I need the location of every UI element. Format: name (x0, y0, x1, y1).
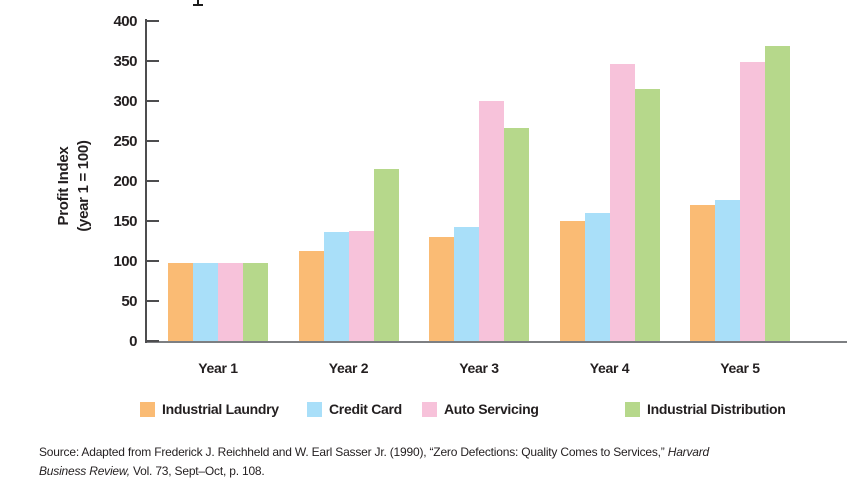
bar (454, 227, 479, 343)
y-tick (145, 260, 159, 262)
legend-label: Industrial Distribution (647, 401, 786, 417)
bar (634, 89, 660, 343)
x-tick-labels: Year 1 Year 2 Year 3 Year 4 Year 5 (147, 360, 847, 376)
bar (504, 128, 529, 343)
y-tick-label: 350 (113, 53, 137, 70)
y-tick (145, 220, 159, 222)
bars-layer (147, 19, 847, 343)
cropped-glyph-bar (193, 4, 203, 6)
y-tick (145, 180, 159, 182)
y-tick-label: 150 (113, 213, 137, 230)
legend-item: Credit Card (307, 401, 402, 417)
bar-group (429, 101, 529, 343)
bar (715, 200, 740, 343)
bar (218, 263, 243, 343)
y-tick-label: 200 (113, 173, 137, 190)
bar (323, 232, 349, 343)
source-line2-text: Vol. 73, Sept–Oct, p. 108. (129, 464, 265, 479)
source-line1-italic: Harvard (667, 445, 710, 459)
legend-label: Credit Card (329, 401, 402, 417)
bar (690, 205, 715, 343)
x-tick-label: Year 4 (589, 360, 630, 376)
cropped-text-artifact (193, 0, 203, 6)
y-tick-label: 0 (129, 333, 137, 350)
y-tick-label: 250 (113, 133, 137, 150)
x-tick-label: Year 2 (328, 360, 369, 376)
legend-label: Industrial Laundry (162, 401, 279, 417)
bar (740, 61, 765, 343)
legend-item: Industrial Distribution (625, 401, 786, 417)
plot-area: 0 50 100 150 200 250 300 350 400 (113, 14, 847, 349)
source-line-2: Business Review, Vol. 73, Sept–Oct, p. 1… (39, 462, 839, 481)
legend-item: Industrial Laundry (140, 401, 279, 417)
legend: Industrial Laundry Credit Card Auto Servic… (0, 401, 847, 419)
y-tick (145, 140, 159, 142)
y-tick (145, 340, 159, 342)
bar (298, 251, 324, 343)
y-tick-label: 100 (113, 253, 137, 270)
bar-group (298, 169, 399, 343)
bar-group (168, 263, 268, 343)
y-tick-label: 400 (113, 13, 137, 30)
bar (348, 231, 374, 343)
y-axis-title-line1: Profit Index (55, 146, 72, 226)
legend-swatch (307, 401, 322, 417)
source-note: Source: Adapted from Frederick J. Reichh… (39, 443, 839, 481)
bar (609, 64, 635, 343)
bar (193, 263, 218, 343)
x-tick-label: Year 1 (198, 360, 238, 376)
y-tick-label: 50 (121, 293, 137, 310)
legend-swatch (422, 401, 437, 417)
y-tick (145, 20, 159, 22)
source-line1-text: Source: Adapted from Frederick J. Reichh… (39, 445, 668, 459)
x-tick-label: Year 3 (459, 360, 499, 376)
y-axis-title-line2: (year 1 = 100) (74, 140, 92, 232)
x-axis (145, 341, 847, 343)
bar (765, 45, 790, 343)
legend-item: Auto Servicing (422, 401, 539, 417)
bar (373, 169, 399, 343)
bar (479, 101, 504, 343)
cropped-glyph-stem (197, 0, 199, 6)
source-line2-italic: Business Review, (39, 464, 130, 479)
y-tick (145, 300, 159, 302)
legend-swatch (625, 401, 640, 417)
y-tick (145, 60, 159, 62)
y-tick (145, 100, 159, 102)
legend-swatch (140, 401, 155, 417)
bar (429, 237, 454, 343)
source-line-1: Source: Adapted from Frederick J. Reichh… (39, 443, 839, 462)
bar-group (559, 64, 660, 343)
bar (243, 263, 268, 343)
y-tick-label: 300 (113, 93, 137, 110)
y-axis-title: Profit Index (year 1 = 100) (54, 98, 98, 274)
bar (584, 213, 610, 343)
bar (168, 263, 193, 343)
x-tick-label: Year 5 (720, 360, 760, 376)
bar-group (690, 45, 790, 343)
legend-label: Auto Servicing (444, 401, 539, 417)
bar (559, 221, 585, 343)
